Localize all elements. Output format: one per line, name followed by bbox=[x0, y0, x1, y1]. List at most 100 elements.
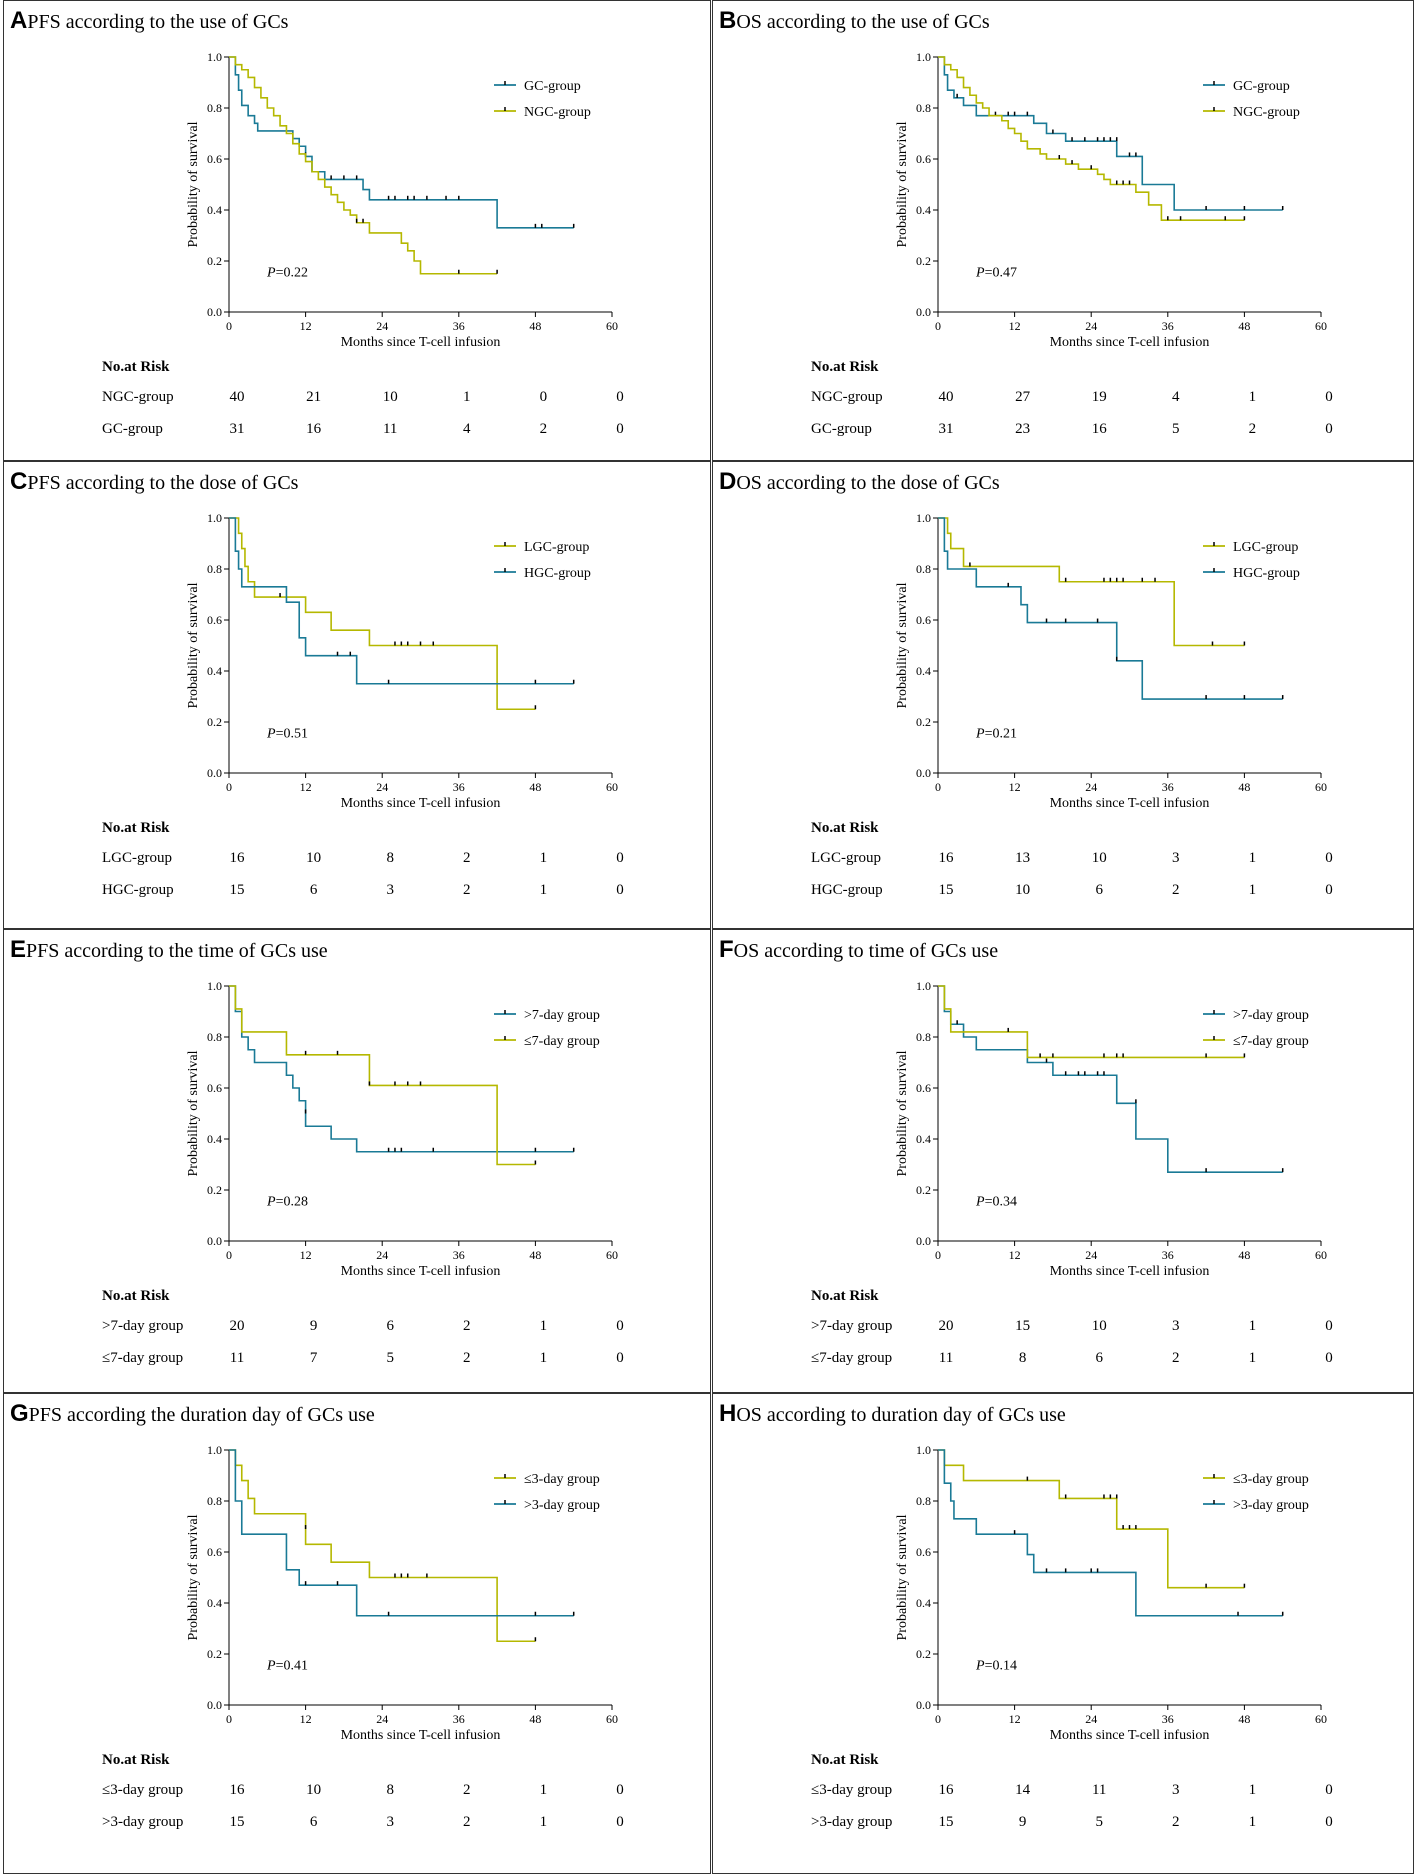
panel-title: OS according to duration day of GCs use bbox=[736, 1404, 1066, 1426]
p-symbol: P bbox=[975, 265, 985, 280]
risk-value: 1 bbox=[1248, 850, 1257, 866]
risk-value: 1 bbox=[1248, 1318, 1257, 1334]
risk-value: 3 bbox=[1172, 850, 1180, 866]
risk-row-label: ≤7-day group bbox=[102, 1350, 184, 1366]
x-tick-label: 24 bbox=[1085, 319, 1097, 333]
x-tick-label: 12 bbox=[1009, 1248, 1021, 1262]
risk-value: 19 bbox=[1091, 389, 1107, 405]
y-tick-label: 0.0 bbox=[207, 766, 222, 780]
x-tick-label: 48 bbox=[1238, 780, 1250, 794]
risk-value: 7 bbox=[309, 1350, 318, 1366]
risk-value: 13 bbox=[1015, 850, 1031, 866]
risk-row-label: ≤3-day group bbox=[811, 1782, 893, 1798]
risk-value: 14 bbox=[1015, 1782, 1031, 1798]
y-axis-title: Probability of survival bbox=[186, 1050, 201, 1176]
risk-value: 0 bbox=[1325, 1318, 1333, 1334]
p-symbol: P bbox=[266, 1194, 276, 1209]
x-tick-label: 60 bbox=[606, 1248, 618, 1262]
risk-value: 0 bbox=[1325, 882, 1333, 898]
risk-value: 1 bbox=[539, 1814, 548, 1830]
legend-label: >7-day group bbox=[1233, 1008, 1309, 1023]
y-tick-label: 0.6 bbox=[916, 613, 931, 627]
y-tick-label: 0.4 bbox=[207, 203, 222, 217]
panel-header: GPFS according the duration day of GCs u… bbox=[10, 1400, 375, 1428]
x-axis-title: Months since T-cell infusion bbox=[341, 335, 501, 350]
risk-value: 2 bbox=[1172, 1350, 1180, 1366]
y-tick-label: 0.4 bbox=[916, 1132, 931, 1146]
x-tick-label: 48 bbox=[529, 780, 541, 794]
panel-letter: D bbox=[719, 468, 737, 495]
legend-label: GC-group bbox=[524, 79, 581, 94]
y-tick-label: 0.2 bbox=[916, 1183, 931, 1197]
risk-row-label: GC-group bbox=[811, 421, 872, 437]
risk-value: 31 bbox=[229, 421, 245, 437]
panel-title: OS according to the dose of GCs bbox=[736, 472, 1000, 494]
panel-title: PFS according to the time of GCs use bbox=[26, 940, 328, 962]
risk-value: 6 bbox=[1095, 882, 1103, 898]
risk-value: 10 bbox=[1091, 1318, 1107, 1334]
risk-value: 23 bbox=[1015, 421, 1031, 437]
panel-letter: H bbox=[719, 1400, 737, 1427]
risk-row-label: ≤3-day group bbox=[102, 1782, 184, 1798]
y-tick-label: 0.8 bbox=[207, 1030, 222, 1044]
p-value: P=0.47 bbox=[975, 265, 1017, 280]
risk-value: 2 bbox=[1248, 421, 1257, 437]
survival-curve bbox=[229, 56, 498, 275]
risk-value: 21 bbox=[306, 389, 322, 405]
y-tick-label: 0.8 bbox=[207, 101, 222, 115]
risk-row-label: HGC-group bbox=[102, 882, 174, 898]
risk-value: 11 bbox=[938, 1350, 954, 1366]
x-tick-label: 0 bbox=[935, 319, 941, 333]
km-plot: 0.0 0.2 0.4 0.6 0.8 1.0 0 12 24 36 48 60 Months sinc… bbox=[895, 511, 1327, 811]
y-tick-label: 1.0 bbox=[916, 979, 931, 993]
x-axis-title: Months since T-cell infusion bbox=[341, 796, 501, 811]
risk-value: 1 bbox=[463, 389, 471, 405]
risk-value: 16 bbox=[938, 1782, 954, 1798]
legend-label: NGC-group bbox=[524, 105, 591, 120]
risk-value: 0 bbox=[1325, 389, 1333, 405]
p-value: P=0.41 bbox=[266, 1658, 308, 1673]
risk-value: 0 bbox=[616, 1350, 624, 1366]
risk-value: 4 bbox=[1172, 389, 1180, 405]
x-tick-label: 48 bbox=[1238, 1712, 1250, 1726]
y-tick-label: 0.8 bbox=[916, 101, 931, 115]
panel-f: FOS according to time of GCs use 0.0 0.2 0.… bbox=[712, 929, 1414, 1393]
y-tick-label: 0.4 bbox=[916, 203, 931, 217]
x-tick-label: 12 bbox=[1009, 1712, 1021, 1726]
y-tick-label: 1.0 bbox=[207, 1443, 222, 1457]
risk-value: 1 bbox=[1248, 389, 1257, 405]
risk-value: 15 bbox=[1015, 1318, 1031, 1334]
y-tick-label: 1.0 bbox=[916, 511, 931, 525]
risk-value: 1 bbox=[1248, 1814, 1257, 1830]
panel-title: OS according to the use of GCs bbox=[736, 11, 990, 33]
legend-label: LGC-group bbox=[524, 540, 589, 555]
y-tick-label: 0.4 bbox=[916, 1596, 931, 1610]
x-tick-label: 36 bbox=[453, 1712, 465, 1726]
x-axis-title: Months since T-cell infusion bbox=[341, 1728, 501, 1743]
risk-value: 0 bbox=[1325, 1350, 1333, 1366]
x-tick-label: 36 bbox=[453, 319, 465, 333]
x-tick-label: 24 bbox=[376, 780, 388, 794]
y-tick-label: 0.2 bbox=[916, 715, 931, 729]
risk-value: 0 bbox=[539, 389, 548, 405]
risk-table: No.at Risk >7-day group 20 9 6 2 1 0 ≤7-day grou… bbox=[4, 1288, 710, 1392]
risk-value: 2 bbox=[1172, 882, 1180, 898]
km-plot: 0.0 0.2 0.4 0.6 0.8 1.0 0 12 24 36 48 60 Months sinc… bbox=[186, 1443, 618, 1743]
risk-value: 20 bbox=[938, 1318, 954, 1334]
x-tick-label: 60 bbox=[1315, 1712, 1327, 1726]
risk-value: 1 bbox=[1248, 1350, 1257, 1366]
y-axis-title: Probability of survival bbox=[186, 121, 201, 247]
survival-curve bbox=[229, 1449, 536, 1643]
risk-value: 0 bbox=[1325, 421, 1333, 437]
x-axis-title: Months since T-cell infusion bbox=[341, 1264, 501, 1279]
y-tick-label: 0.2 bbox=[207, 254, 222, 268]
panel-h: HOS according to duration day of GCs use… bbox=[712, 1393, 1414, 1874]
panel-title: PFS according the duration day of GCs us… bbox=[28, 1404, 375, 1426]
km-plot: 0.0 0.2 0.4 0.6 0.8 1.0 0 12 24 36 48 60 Months sinc… bbox=[895, 979, 1327, 1279]
y-axis-title: Probability of survival bbox=[895, 1514, 910, 1640]
risk-heading: No.at Risk bbox=[811, 820, 879, 836]
risk-value: 3 bbox=[1172, 1782, 1180, 1798]
y-axis-title: Probability of survival bbox=[186, 1514, 201, 1640]
x-tick-label: 0 bbox=[226, 1712, 232, 1726]
risk-value: 1 bbox=[539, 1782, 548, 1798]
